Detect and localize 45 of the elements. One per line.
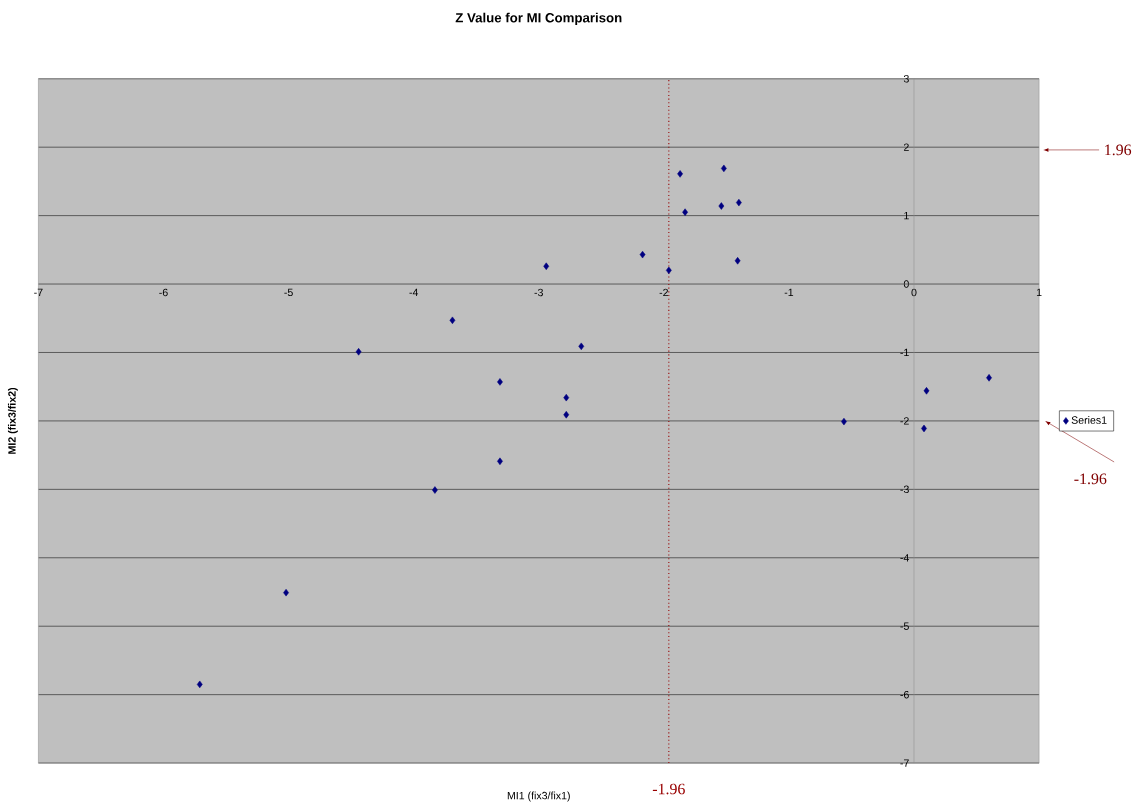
y-tick-label: -1 (900, 348, 909, 357)
chart-title: Z Value for MI Comparison (455, 12, 622, 26)
legend-label: Series1 (1071, 416, 1107, 424)
y-axis-title: MI2 (fix3/fix2) (7, 387, 18, 454)
x-tick-label: -7 (34, 288, 43, 297)
point (682, 208, 688, 216)
y-tick-label: 3 (903, 75, 909, 83)
x-tick-label: 0 (911, 288, 917, 297)
point (563, 394, 570, 402)
y-tick-label: -2 (900, 417, 909, 425)
point (923, 387, 930, 395)
point (677, 170, 683, 178)
y-tick-label: 0 (903, 280, 909, 288)
y-tick-label: -4 (900, 554, 910, 562)
text: 1.96 (1105, 144, 1132, 156)
x-axis-title: MI1 (fix3/fix1) (507, 791, 570, 802)
y-tick-label: 1 (904, 212, 909, 220)
point (196, 680, 203, 689)
point (639, 250, 646, 259)
text: -1.96 (1074, 473, 1107, 485)
y-tick-label: -6 (900, 690, 909, 699)
point (449, 316, 456, 325)
point (665, 266, 672, 275)
point (283, 589, 289, 597)
x-tick-label: -2 (659, 288, 668, 297)
x-tick-label: -1 (784, 288, 794, 297)
x-tick-label: -5 (284, 288, 293, 297)
point (543, 262, 550, 271)
y-tick-label: -5 (900, 622, 909, 630)
point (355, 348, 362, 356)
y-tick-label: -3 (900, 485, 909, 494)
x-tick-label: -4 (409, 288, 419, 297)
y-tick-label: 2 (903, 143, 909, 151)
point (734, 257, 741, 265)
x-tick-label: -6 (159, 288, 168, 297)
point (563, 411, 570, 419)
point (497, 378, 503, 386)
point (718, 202, 725, 210)
point (578, 342, 585, 351)
point (432, 486, 438, 494)
x-tick-label: -3 (534, 288, 543, 297)
x-tick-label: 1 (1036, 288, 1042, 297)
y-tick-label: -7 (900, 759, 909, 767)
ref-line-label: -1.96 (652, 783, 685, 795)
point (986, 374, 992, 382)
